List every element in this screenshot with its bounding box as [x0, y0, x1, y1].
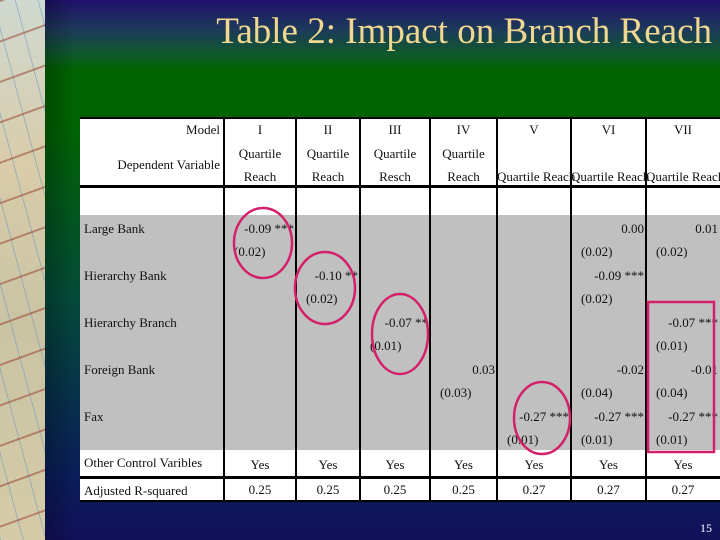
bottom-rule	[80, 500, 720, 502]
controls-value: Yes	[524, 457, 544, 472]
variable-name: Hierarchy Branch	[84, 315, 177, 330]
dependent-variable: Reach	[447, 169, 480, 184]
variable-name: Large Bank	[84, 221, 145, 236]
model-numeral: II	[323, 122, 333, 137]
r-squared-value: 0.27	[597, 482, 620, 497]
column-divider	[496, 117, 498, 502]
controls-value: Yes	[673, 457, 693, 472]
coefficient: 0.03	[472, 362, 495, 377]
standard-error: (0.03)	[440, 385, 472, 400]
column-divider	[359, 117, 361, 502]
controls-value: Yes	[318, 457, 338, 472]
standard-error: (0.02)	[581, 244, 613, 259]
standard-error: (0.02)	[581, 291, 613, 306]
coefficient: -0.27 ***	[519, 409, 569, 424]
coefficient: -0.10 **	[314, 268, 358, 283]
r-squared-value: 0.25	[316, 482, 340, 497]
r-squared-value: 0.25	[248, 482, 272, 497]
standard-error: (0.04)	[656, 385, 688, 400]
controls-value: Yes	[385, 457, 405, 472]
model-numeral: VI	[601, 122, 616, 137]
controls-label: Other Control Varibles	[84, 455, 203, 470]
map-strip-image	[0, 0, 45, 540]
dependent-variable: Reach	[311, 169, 345, 184]
map-shadow	[45, 0, 75, 540]
model-numeral: I	[257, 122, 263, 137]
standard-error: (0.01)	[656, 338, 688, 353]
dependent-variable: Quartile	[306, 146, 350, 161]
model-numeral: VII	[673, 122, 693, 137]
regression-table: Model Dependent Variable I Quartile Reach II Q…	[80, 117, 720, 502]
standard-error: (0.01)	[581, 432, 613, 447]
r-squared-value: 0.25	[452, 482, 475, 497]
column-divider	[429, 117, 431, 502]
standard-error: (0.02)	[306, 291, 338, 306]
standard-error: (0.01)	[656, 432, 688, 447]
coefficient: 0.00	[621, 221, 644, 236]
variable-name: Fax	[84, 409, 104, 424]
r-squared-label: Adjusted R-squared	[84, 483, 188, 498]
model-numeral: III	[388, 122, 402, 137]
model-numeral: IV	[456, 122, 471, 137]
r-squared-value: 0.27	[671, 482, 695, 497]
controls-value: Yes	[599, 457, 618, 472]
coefficient: -0.01	[690, 362, 718, 377]
dependent-variable-label: Dependent Variable	[117, 157, 220, 172]
coefficient: -0.09 ***	[594, 268, 644, 283]
model-numeral: V	[529, 122, 539, 137]
dependent-variable: Quartile	[238, 146, 282, 161]
coefficient: -0.07 ***	[668, 315, 718, 330]
slide-title: Table 2: Impact on Branch Reach	[216, 11, 712, 52]
controls-rule	[80, 476, 720, 479]
standard-error: (0.02)	[656, 244, 688, 259]
coefficient: 0.01	[695, 221, 718, 236]
coefficient: -0.27 ***	[594, 409, 644, 424]
r-squared-value: 0.27	[522, 482, 546, 497]
column-divider	[645, 117, 647, 502]
top-rule	[80, 117, 720, 119]
standard-error: (0.01)	[370, 338, 402, 353]
page-number: 15	[700, 521, 712, 535]
header-rule	[80, 185, 720, 188]
coefficient: -0.07 **	[384, 315, 428, 330]
dependent-variable: Quartile Reach	[497, 169, 576, 184]
dependent-variable: Reach	[243, 169, 277, 184]
variable-name: Hierarchy Bank	[84, 268, 167, 283]
dependent-variable: Quartile Reach	[571, 169, 650, 184]
coefficient: -0.09 ***	[244, 221, 294, 236]
dependent-variable: Quartile	[373, 146, 417, 161]
r-squared-value: 0.25	[383, 482, 407, 497]
controls-value: Yes	[454, 457, 473, 472]
standard-error: (0.01)	[507, 432, 539, 447]
standard-error: (0.04)	[581, 385, 613, 400]
coefficient: -0.02	[616, 362, 644, 377]
column-divider	[570, 117, 572, 502]
model-label: Model	[186, 122, 220, 137]
dependent-variable: Resch	[379, 169, 411, 184]
controls-value: Yes	[250, 457, 270, 472]
column-divider	[223, 117, 225, 502]
dependent-variable: Quartile	[442, 146, 485, 161]
coefficient: -0.27 ***	[668, 409, 718, 424]
dependent-variable: Quartile Reach	[646, 169, 720, 184]
standard-error: (0.02)	[234, 244, 266, 259]
variable-name: Foreign Bank	[84, 362, 156, 377]
